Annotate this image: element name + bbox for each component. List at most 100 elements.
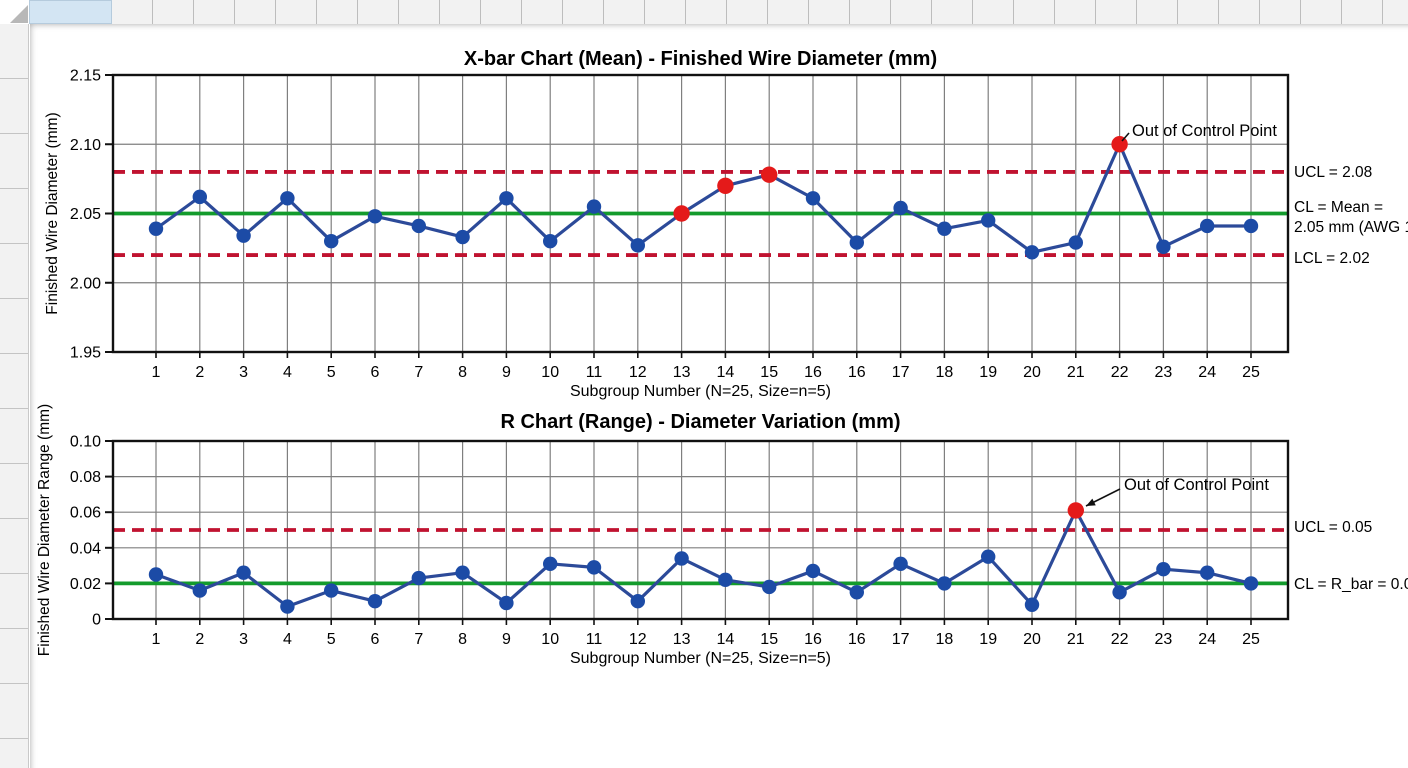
x-tick-label: 25 bbox=[1242, 364, 1260, 381]
x-tick-label: 18 bbox=[936, 364, 954, 381]
ucl-label: UCL = 2.08 bbox=[1294, 164, 1372, 181]
data-point bbox=[411, 218, 426, 234]
y-tick-label: 2.05 bbox=[70, 206, 101, 223]
x-tick-label: 23 bbox=[1155, 364, 1173, 381]
data-point bbox=[1243, 576, 1259, 591]
data-point bbox=[324, 234, 339, 249]
data-point bbox=[630, 238, 645, 253]
x-tick-label: 17 bbox=[892, 631, 910, 648]
lcl-label: LCL = 2.02 bbox=[1294, 250, 1370, 267]
x-tick-label: 14 bbox=[717, 631, 735, 648]
x-tick-label: 18 bbox=[936, 631, 954, 648]
out-of-control-annotation: Out of Control Point bbox=[1132, 122, 1277, 140]
y-tick-label: 0.04 bbox=[70, 540, 101, 557]
data-point bbox=[981, 213, 996, 228]
data-point bbox=[543, 234, 558, 249]
x-tick-label: 24 bbox=[1198, 364, 1216, 381]
x-tick-label: 20 bbox=[1023, 364, 1041, 381]
y-tick-label: 2.15 bbox=[70, 68, 101, 85]
spreadsheet-row-strip bbox=[0, 24, 29, 768]
x-tick-label: 24 bbox=[1198, 631, 1216, 648]
x-tick-label: 17 bbox=[892, 364, 910, 381]
x-tick-label: 21 bbox=[1067, 631, 1085, 648]
data-point bbox=[630, 594, 645, 609]
rchart-chart: 00.020.040.060.080.101 2 3 4 5 6 7 8 9 10 11 12 13 14… bbox=[36, 404, 1408, 667]
annotation-leader-line bbox=[1121, 132, 1130, 142]
data-point bbox=[937, 221, 952, 236]
data-point bbox=[981, 549, 996, 564]
x-tick-label: 3 bbox=[239, 364, 248, 381]
select-all-corner[interactable] bbox=[0, 0, 29, 24]
data-point bbox=[1243, 218, 1259, 234]
xbar-x-axis-label: Subgroup Number (N=25, Size=n=5) bbox=[570, 383, 831, 400]
x-tick-label: 11 bbox=[586, 364, 603, 381]
x-tick-label: 13 bbox=[673, 631, 691, 648]
ucl-label: UCL = 0.05 bbox=[1294, 519, 1372, 536]
data-point bbox=[1200, 218, 1215, 234]
data-point bbox=[937, 576, 952, 591]
data-point bbox=[674, 551, 689, 566]
x-tick-label: 19 bbox=[979, 364, 997, 381]
data-point bbox=[893, 556, 908, 572]
chart-image-canvas[interactable] bbox=[30, 24, 1408, 768]
data-point bbox=[280, 599, 295, 614]
x-tick-label: 22 bbox=[1111, 631, 1129, 648]
annotation-arrowhead bbox=[1086, 498, 1096, 506]
out-of-control-point bbox=[761, 166, 778, 183]
x-tick-label: 15 bbox=[760, 631, 778, 648]
y-tick-label: 0.02 bbox=[70, 576, 101, 593]
x-tick-label: 9 bbox=[502, 631, 511, 648]
x-tick-label: 21 bbox=[1067, 364, 1085, 381]
data-point bbox=[1156, 561, 1171, 577]
y-tick-label: 2.10 bbox=[70, 137, 101, 154]
x-tick-label: 4 bbox=[283, 364, 292, 381]
data-point bbox=[499, 595, 514, 611]
data-point bbox=[718, 572, 733, 588]
data-point bbox=[893, 200, 908, 216]
out-of-control-point bbox=[1111, 136, 1128, 153]
series-line bbox=[155, 142, 1251, 254]
x-tick-label: 5 bbox=[327, 364, 336, 381]
selected-cell[interactable] bbox=[29, 0, 112, 24]
x-tick-label: 2 bbox=[195, 631, 204, 648]
data-point bbox=[1024, 597, 1040, 612]
x-tick-label: 7 bbox=[414, 631, 423, 648]
data-point bbox=[805, 191, 821, 206]
x-tick-label: 11 bbox=[586, 631, 603, 648]
data-point bbox=[455, 229, 470, 245]
x-tick-label: 12 bbox=[629, 631, 647, 648]
data-point bbox=[1024, 245, 1040, 260]
rchart-y-axis-label: Finished Wire Diameter Range (mm) bbox=[36, 404, 53, 656]
x-tick-label: 19 bbox=[979, 631, 997, 648]
data-point bbox=[324, 583, 339, 598]
x-tick-label: 4 bbox=[283, 631, 292, 648]
data-point bbox=[849, 235, 864, 250]
data-point bbox=[148, 567, 164, 582]
x-tick-label: 3 bbox=[239, 631, 248, 648]
data-point bbox=[411, 570, 426, 586]
x-tick-label: 8 bbox=[458, 364, 467, 381]
data-point bbox=[1112, 585, 1127, 600]
data-point bbox=[543, 556, 558, 572]
plot-border bbox=[111, 439, 1290, 621]
data-point bbox=[586, 199, 602, 214]
data-point bbox=[367, 209, 383, 224]
x-tick-label: 16 bbox=[804, 631, 822, 648]
x-tick-label: 6 bbox=[371, 364, 380, 381]
data-point bbox=[586, 560, 602, 575]
y-tick-label: 0.08 bbox=[70, 469, 101, 486]
data-point bbox=[455, 565, 470, 580]
x-tick-label: 1 bbox=[152, 631, 161, 648]
x-tick-label: 12 bbox=[629, 364, 647, 381]
data-point bbox=[236, 228, 251, 243]
rchart-title: R Chart (Range) - Diameter Variation (mm… bbox=[500, 411, 900, 433]
y-tick-label: 1.95 bbox=[70, 345, 101, 362]
y-tick-label: 2.00 bbox=[70, 275, 101, 292]
center-line-label: CL = R_bar = 0.02 bbox=[1294, 576, 1408, 593]
data-point bbox=[148, 221, 164, 236]
out-of-control-annotation: Out of Control Point bbox=[1124, 476, 1269, 494]
center-line-label: 2.05 mm (AWG 12) bbox=[1294, 219, 1408, 236]
center-line-label: CL = Mean = bbox=[1294, 199, 1383, 216]
data-point bbox=[499, 191, 514, 206]
